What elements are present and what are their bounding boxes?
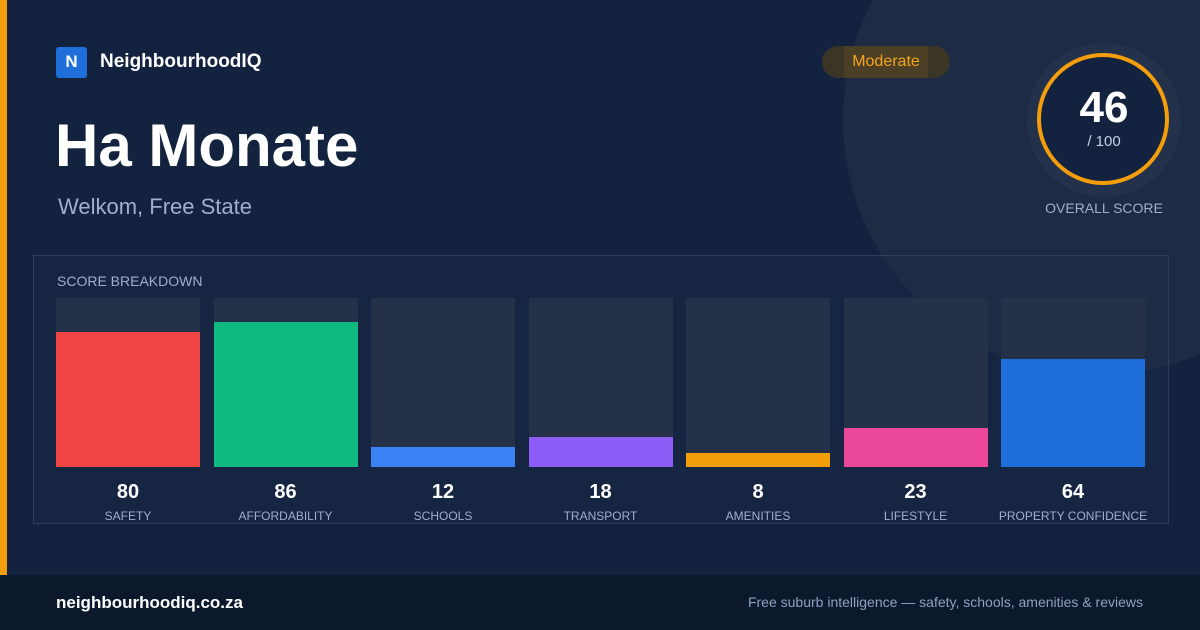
bar-value-amenities: 8 [752, 481, 764, 503]
overall-score-ring: 46 / 100 [1027, 43, 1181, 197]
share-card: N NeighbourhoodIQ Ha Monate Welkom, Free… [0, 0, 1200, 575]
score-breakdown-title: SCORE BREAKDOWN [57, 273, 203, 289]
bar-track-lifestyle [843, 298, 988, 467]
bar-value-transport: 18 [589, 481, 612, 503]
footer: neighbourhoodiq.co.za Free suburb intell… [0, 575, 1200, 630]
footer-domain-link[interactable]: neighbourhoodiq.co.za [56, 593, 243, 612]
bar-property-confidence [1001, 358, 1145, 467]
bar-track-affordability [213, 298, 358, 467]
bar-label-safety: SAFETY [104, 509, 152, 523]
footer-tagline: Free suburb intelligence — safety, schoo… [747, 594, 1143, 610]
bar-track-schools [371, 298, 515, 467]
brand-logo-icon: N [56, 46, 87, 78]
brand-name: NeighbourhoodIQ [100, 51, 262, 72]
bar-label-amenities: AMENITIES [725, 509, 791, 523]
bar-label-lifestyle: LIFESTYLE [883, 509, 948, 523]
bar-value-property-confidence: 64 [1061, 481, 1085, 503]
overall-score-caption: OVERALL SCORE [1045, 200, 1163, 216]
bar-schools [371, 446, 515, 467]
bar-track-property-confidence [1001, 298, 1145, 467]
bar-label-transport: TRANSPORT [563, 509, 638, 523]
overall-score-value: 46 [1079, 83, 1129, 132]
overall-score-max: / 100 [1087, 133, 1121, 150]
bar-transport [528, 436, 673, 467]
bar-label-affordability: AFFORDABILITY [238, 509, 333, 523]
bar-track-safety [56, 298, 200, 467]
suburb-name: Ha Monate [55, 112, 359, 179]
accent-stripe [0, 0, 7, 575]
bar-value-schools: 12 [431, 481, 455, 503]
bar-track-amenities [686, 298, 830, 467]
score-breakdown-chart: 80 SAFETY 86 AFFORDABILITY 12 SCHOOLS 18 TRANSP… [34, 256, 1168, 523]
bar-lifestyle [843, 428, 988, 467]
bar-value-affordability: 86 [274, 481, 297, 503]
bar-value-lifestyle: 23 [904, 481, 927, 503]
bar-track-transport [528, 298, 673, 467]
bar-safety [56, 331, 200, 467]
bar-label-schools: SCHOOLS [413, 509, 473, 523]
rating-badge-label: Moderate [852, 53, 920, 70]
bar-affordability [213, 321, 358, 467]
suburb-location: Welkom, Free State [58, 194, 252, 219]
score-breakdown-panel: SCORE BREAKDOWN 80 SAFETY 86 AFFORDABILITY 1… [33, 255, 1169, 524]
bar-label-property-confidence: PROPERTY CONFIDENCE [998, 509, 1148, 523]
brand: N NeighbourhoodIQ [56, 46, 261, 78]
rating-badge: Moderate [822, 46, 950, 78]
bar-value-safety: 80 [116, 481, 140, 503]
bar-amenities [686, 453, 830, 467]
